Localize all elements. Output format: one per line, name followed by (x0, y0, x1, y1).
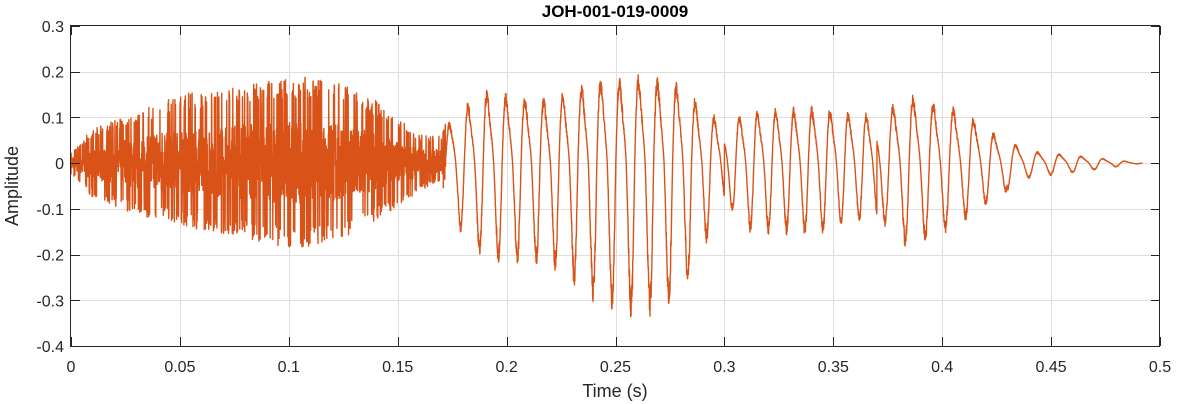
x-tick-label: 0.5 (1149, 359, 1171, 376)
y-tick-label: -0.3 (36, 293, 64, 310)
y-tick-label: 0 (55, 156, 64, 173)
x-axis-title: Time (s) (582, 381, 647, 401)
series-line (70, 74, 1144, 318)
y-tick-label: -0.2 (36, 248, 64, 265)
x-tick-label: 0.3 (713, 359, 735, 376)
x-tick-label: 0 (67, 359, 76, 376)
x-tick-label: 0.05 (164, 359, 195, 376)
x-tick-label: 0.25 (600, 359, 631, 376)
y-tick-label: -0.1 (36, 202, 64, 219)
y-tick-label: 0.2 (42, 65, 64, 82)
axis-ticks (71, 26, 1161, 347)
x-tick-label: 0.45 (1036, 359, 1067, 376)
x-tick-label: 0.1 (278, 359, 300, 376)
x-tick-label: 0.35 (818, 359, 849, 376)
chart-title: JOH-001-019-0009 (542, 2, 688, 21)
y-tick-label: 0.1 (42, 110, 64, 127)
y-tick-label: -0.4 (36, 339, 64, 356)
y-axis-title: Amplitude (2, 146, 22, 226)
x-tick-label: 0.4 (931, 359, 953, 376)
x-axis-tick-labels: 0 0.05 0.1 0.15 0.2 0.25 0.3 0.35 0.4 0.45 0.5 (67, 359, 1172, 376)
x-tick-label: 0.2 (495, 359, 517, 376)
x-tick-label: 0.15 (382, 359, 413, 376)
y-tick-label: 0.3 (42, 19, 64, 36)
plot-area (70, 74, 1144, 318)
y-axis-tick-labels: -0.4 -0.3 -0.2 -0.1 0 0.1 0.2 0.3 (36, 19, 64, 356)
plot-frame (70, 25, 1160, 347)
